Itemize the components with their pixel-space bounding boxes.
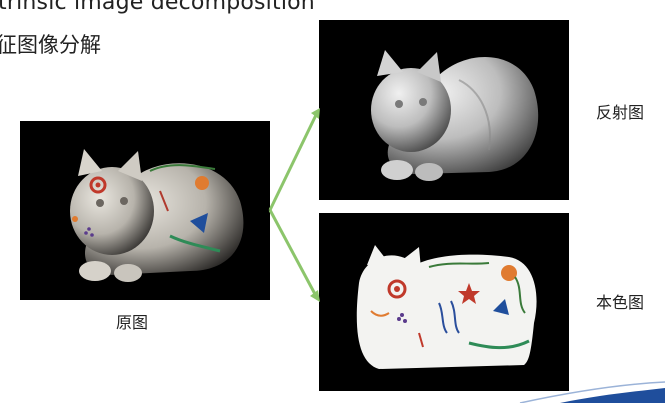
arrow-to-shading	[268, 114, 318, 211]
arrow-to-albedo	[268, 209, 318, 297]
arrowhead-icon	[311, 108, 320, 119]
albedo-image	[319, 213, 569, 391]
slide-title-chinese: 征图像分解	[0, 33, 101, 57]
albedo-caption: 本色图	[596, 293, 645, 312]
arrowhead-icon	[310, 290, 320, 302]
original-caption: 原图	[116, 313, 149, 332]
shading-caption: 反射图	[596, 103, 645, 122]
shading-image	[319, 20, 569, 200]
original-image	[20, 121, 270, 300]
slide-title-english: trinsic image decomposition	[0, 0, 315, 15]
